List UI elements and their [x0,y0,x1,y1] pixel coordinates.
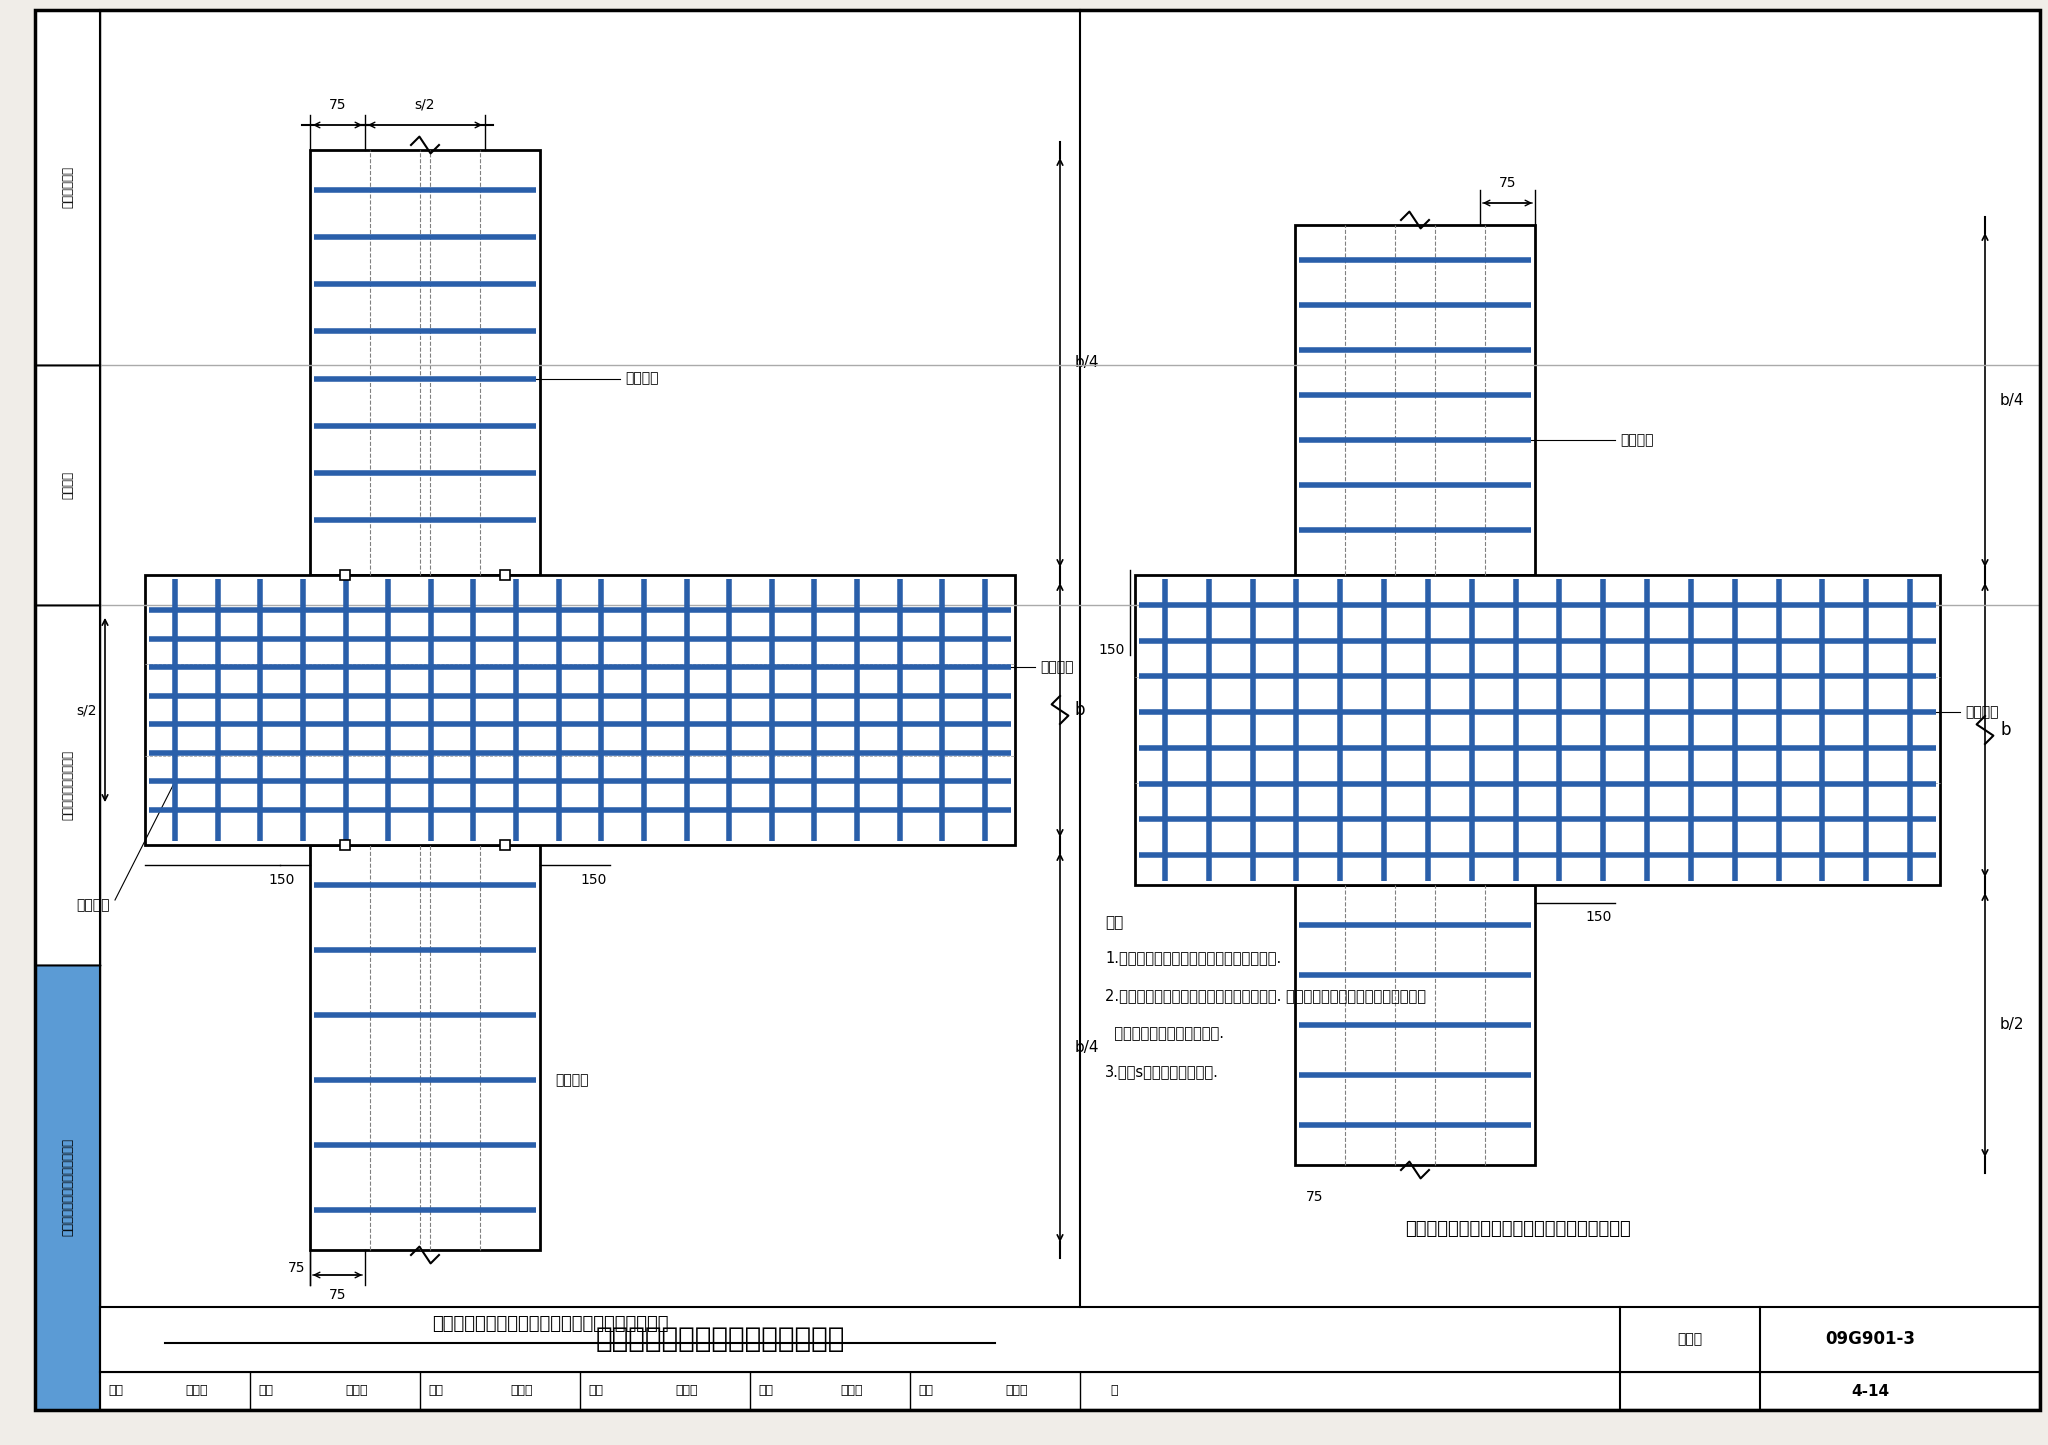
Bar [1294,225,1536,575]
Bar [100,10,1079,1306]
Bar [500,840,510,850]
Text: 2.实际工程与本图不同时，应由设计者设计. 如果要求施工参照本图构造施工时，: 2.实际工程与本图不同时，应由设计者设计. 如果要求施工参照本图构造施工时， [1106,988,1425,1003]
Bar [340,840,350,850]
Text: b: b [2001,721,2011,738]
Text: 设计: 设计 [758,1384,772,1397]
Text: 注：: 注： [1106,915,1122,931]
Text: 一般构造要求: 一般构造要求 [61,166,74,208]
Bar [35,10,100,366]
Text: 签发: 签发 [918,1384,934,1397]
Text: 张之义: 张之义 [676,1384,698,1397]
Text: 设计应给出相应的变更说明.: 设计应给出相应的变更说明. [1106,1026,1225,1040]
Text: 1.基础的配筋及几何尺寸详见具体结构设计.: 1.基础的配筋及几何尺寸详见具体结构设计. [1106,949,1282,965]
Text: 箱形基础和地下室结构: 箱形基础和地下室结构 [61,750,74,819]
Text: 审核: 审核 [109,1384,123,1397]
Bar [35,605,100,965]
Text: 3.图中s为分布钢筋的间距.: 3.图中s为分布钢筋的间距. [1106,1064,1219,1079]
Text: 复查: 复查 [258,1384,272,1397]
Text: 黄多刚: 黄多刚 [344,1384,367,1397]
Text: 150: 150 [1585,910,1612,923]
Text: 黄志刚: 黄志刚 [184,1384,207,1397]
Text: s/2: s/2 [416,98,436,113]
Text: s/2: s/2 [76,704,96,717]
Text: 75: 75 [287,1261,305,1274]
Text: 转角处基础梁、板均纵向延伸时底板钢筋排布构造: 转角处基础梁、板均纵向延伸时底板钢筋排布构造 [432,1315,668,1332]
Text: 条形基础底板受力钢筋的排布构造: 条形基础底板受力钢筋的排布构造 [596,1325,844,1354]
Text: 筏形基础: 筏形基础 [61,471,74,499]
Text: 分布钢筋: 分布钢筋 [1964,705,1999,720]
Bar [1135,575,1939,884]
Text: 分布钢筋: 分布钢筋 [1040,660,1073,675]
Bar [100,1306,2040,1371]
Text: 75: 75 [330,1287,346,1302]
Bar [340,569,350,579]
Bar [309,845,541,1250]
Text: 图集号: 图集号 [1677,1332,1702,1347]
Text: 独立基础、条形基础、桩基承台: 独立基础、条形基础、桩基承台 [61,1139,74,1237]
Text: 4-14: 4-14 [1851,1383,1888,1399]
Text: 150: 150 [580,873,606,887]
Text: b: b [1075,701,1085,720]
Text: b/4: b/4 [1075,355,1100,370]
Bar [35,366,100,605]
Bar [1079,10,2040,1306]
Text: 校对: 校对 [428,1384,442,1397]
Text: b/4: b/4 [2001,393,2025,407]
Bar [309,150,541,575]
Text: 150: 150 [268,873,295,887]
Text: 分布钢筋: 分布钢筋 [625,371,659,386]
Bar [1294,884,1536,1165]
Text: 绘图: 绘图 [588,1384,602,1397]
Text: 75: 75 [1499,176,1516,189]
Text: b/2: b/2 [2001,1017,2025,1033]
Text: 75: 75 [1307,1191,1323,1204]
Text: 75: 75 [330,98,346,113]
Text: 转角处基础梁、板均无延伸时底板钢筋排布构造: 转角处基础梁、板均无延伸时底板钢筋排布构造 [1405,1220,1630,1238]
Text: 刘以元: 刘以元 [1006,1384,1028,1397]
Bar [145,575,1016,845]
Bar [35,965,100,1410]
Text: 150: 150 [1098,643,1124,657]
Bar [500,569,510,579]
Text: 页: 页 [1110,1384,1118,1397]
Text: 王怀元: 王怀元 [840,1384,862,1397]
Text: 分布钢筋: 分布钢筋 [555,1074,588,1087]
Text: 09G901-3: 09G901-3 [1825,1331,1915,1348]
Text: 分布钢筋: 分布钢筋 [76,897,111,912]
Text: b/4: b/4 [1075,1040,1100,1055]
Text: 张工文: 张工文 [510,1384,532,1397]
Bar [100,1371,2040,1410]
Text: 分布钢筋: 分布钢筋 [1620,434,1653,447]
